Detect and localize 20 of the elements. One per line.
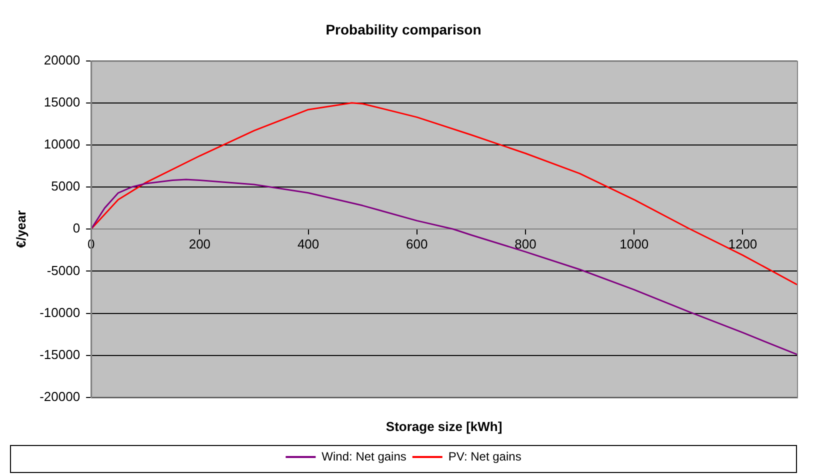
chart-title: Probability comparison bbox=[326, 21, 482, 38]
x-tick-label: 400 bbox=[297, 236, 320, 252]
y-tick-label: 10000 bbox=[44, 136, 80, 152]
y-tick-label: 5000 bbox=[51, 178, 80, 194]
y-axis-title: €/year bbox=[13, 210, 28, 248]
x-tick-label: 1200 bbox=[728, 236, 758, 252]
x-axis-title: Storage size [kWh] bbox=[386, 418, 502, 434]
x-tick-label: 600 bbox=[406, 236, 428, 252]
y-tick-label: 0 bbox=[72, 220, 80, 236]
y-tick-label: 15000 bbox=[44, 94, 80, 110]
x-tick-label: 200 bbox=[188, 236, 211, 252]
legend-label: Wind: Net gains bbox=[322, 449, 406, 464]
y-tick-label: -5000 bbox=[46, 262, 80, 278]
y-tick-label: 20000 bbox=[44, 52, 80, 68]
y-tick-label: -10000 bbox=[40, 304, 80, 320]
x-tick-label: 1000 bbox=[620, 236, 649, 252]
y-tick-label: -20000 bbox=[40, 388, 80, 404]
legend-label: PV: Net gains bbox=[448, 449, 522, 464]
x-tick-label: 800 bbox=[514, 236, 536, 252]
y-tick-label: -15000 bbox=[40, 346, 80, 362]
